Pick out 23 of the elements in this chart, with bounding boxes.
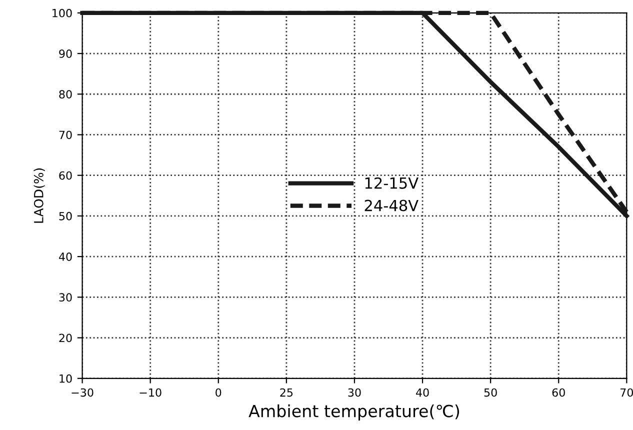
- x-tick-label: 70: [620, 388, 633, 397]
- y-tick-label: 60: [59, 171, 72, 180]
- x-tick-label: −10: [140, 388, 162, 397]
- x-tick-label: 30: [348, 388, 361, 397]
- y-tick-label: 10: [60, 374, 72, 383]
- y-tick-label: 70: [59, 130, 72, 140]
- y-axis-title: LAOD(%): [34, 168, 45, 223]
- y-tick-label: 20: [59, 334, 72, 342]
- y-tick-label: 80: [59, 90, 72, 98]
- x-tick-label: 25: [280, 388, 293, 397]
- y-tick-label: 90: [59, 49, 72, 58]
- x-tick-label: −30: [72, 388, 94, 397]
- legend-label: 24-48V: [364, 200, 418, 212]
- legend-label: 12-15V: [365, 177, 418, 189]
- x-tick-label: 60: [552, 388, 565, 397]
- y-tick-label: 50: [59, 212, 72, 220]
- x-tick-label: 0: [216, 388, 222, 397]
- y-tick-label: 100: [52, 8, 72, 18]
- x-axis-title: Ambient temperature(℃): [248, 404, 460, 421]
- y-tick-label: 40: [58, 252, 72, 261]
- x-tick-label: 40: [416, 388, 429, 397]
- x-tick-label: 50: [484, 388, 497, 397]
- y-tick-label: 30: [59, 293, 72, 302]
